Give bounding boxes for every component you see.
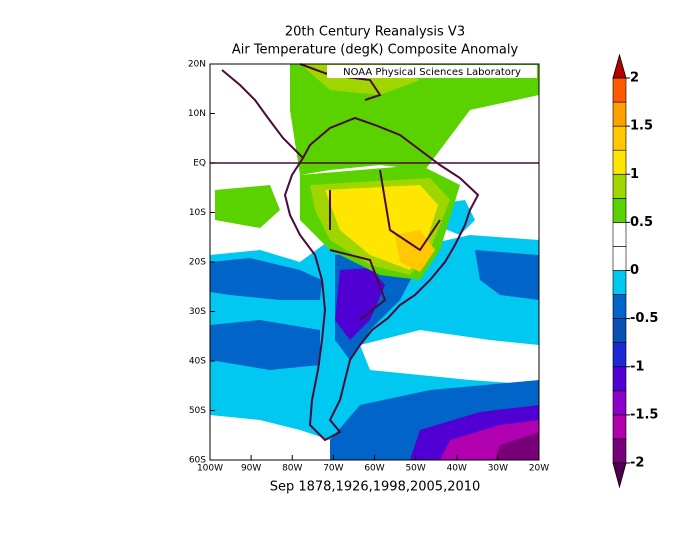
lon-tick-label: 80W: [282, 464, 302, 474]
dark-region: [495, 432, 539, 460]
caption: Sep 1878,1926,1998,2005,2010: [270, 480, 481, 495]
colorbar-tick-label: -1: [630, 359, 644, 374]
colorbar-tick-label: -2: [630, 456, 644, 471]
subtitle: Air Temperature (degK) Composite Anomaly: [232, 43, 519, 58]
colorbar-segment: [612, 101, 627, 127]
colorbar-tick-label: 0: [630, 263, 639, 278]
colorbar-segment: [612, 222, 627, 247]
purple-region: [335, 268, 539, 460]
colorbar-segment: [612, 294, 627, 319]
lat-tick-label: 20N: [188, 60, 206, 70]
colorbar-segment: [612, 390, 627, 416]
lon-tick-label: 50W: [405, 464, 425, 474]
colorbar-segment: [612, 198, 627, 223]
colorbar-segment: [612, 342, 627, 368]
lon-tick-label: 40W: [447, 464, 467, 474]
colorbar-tick-label: 2: [630, 71, 639, 86]
colorbar-tick-label: -1.5: [630, 407, 658, 422]
colorbar-segment: [612, 366, 627, 392]
credit: NOAA Physical Sciences Laboratory: [343, 67, 521, 78]
lon-tick-label: 30W: [488, 464, 508, 474]
lon-tick-label: 90W: [241, 464, 261, 474]
colorbar-tick-label: 1.5: [630, 119, 653, 134]
colorbar-segment: [612, 246, 627, 271]
lon-tick-label: 60W: [364, 464, 384, 474]
lon-tick-label: 70W: [323, 464, 343, 474]
colorbar-segment: [612, 173, 627, 199]
colorbar-segment: [612, 438, 627, 464]
lon-tick-label: 100W: [197, 464, 223, 474]
lat-tick-label: 10N: [188, 109, 206, 119]
colorbar-segment: [612, 77, 627, 103]
colorbar-segment: [612, 270, 627, 295]
title: 20th Century Reanalysis V3: [285, 25, 465, 40]
colorbar-segment: [612, 318, 627, 343]
coastline: [221, 63, 480, 442]
colorbar-segment: [612, 125, 627, 151]
lat-tick-label: 60S: [189, 456, 206, 466]
lat-tick-label: 20S: [189, 258, 206, 268]
lat-tick-label: 40S: [189, 357, 206, 367]
lat-tick-label: 50S: [189, 406, 206, 416]
colorbar-segment: [612, 414, 627, 440]
colorbar-tick-label: -0.5: [630, 311, 658, 326]
colorbar-over: [612, 53, 627, 79]
lat-tick-label: 30S: [189, 307, 206, 317]
colorbar-tick-label: 1: [630, 167, 639, 182]
lat-tick-label: 10S: [189, 208, 206, 218]
anomaly-field: [210, 64, 539, 460]
colorbar-under: [612, 462, 627, 489]
green-region: [215, 64, 539, 280]
colorbar-segment: [612, 149, 627, 175]
lon-tick-label: 20W: [529, 464, 549, 474]
colorbar-tick-label: 0.5: [630, 215, 653, 230]
white-hole: [360, 330, 539, 385]
lat-tick-label: EQ: [193, 159, 206, 169]
credit-box: [327, 65, 537, 78]
blue-region: [210, 250, 539, 460]
